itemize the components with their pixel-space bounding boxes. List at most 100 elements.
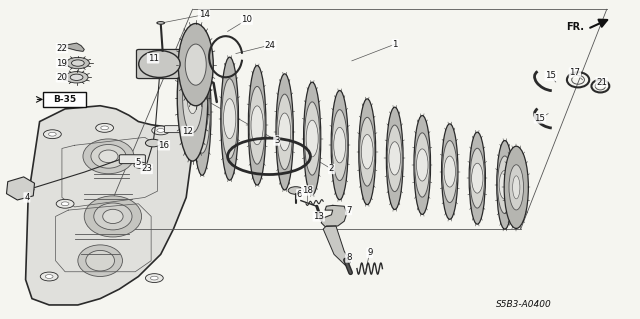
Circle shape	[145, 274, 163, 283]
Circle shape	[70, 74, 83, 80]
Ellipse shape	[276, 74, 293, 190]
Circle shape	[152, 126, 170, 135]
Ellipse shape	[470, 148, 484, 208]
Text: 21: 21	[596, 78, 607, 86]
Circle shape	[65, 71, 88, 83]
Ellipse shape	[331, 91, 348, 200]
Ellipse shape	[223, 99, 236, 139]
Ellipse shape	[188, 82, 198, 114]
FancyBboxPatch shape	[119, 155, 145, 164]
Text: 12: 12	[182, 127, 193, 136]
Text: 15: 15	[545, 71, 556, 80]
Circle shape	[72, 60, 84, 66]
Circle shape	[45, 275, 53, 278]
Ellipse shape	[469, 132, 485, 224]
Ellipse shape	[86, 250, 115, 271]
Ellipse shape	[444, 156, 456, 187]
FancyBboxPatch shape	[136, 49, 182, 78]
Ellipse shape	[221, 79, 237, 159]
Ellipse shape	[277, 94, 292, 170]
Ellipse shape	[499, 170, 511, 199]
Ellipse shape	[196, 92, 209, 133]
Text: 9: 9	[367, 248, 372, 257]
Ellipse shape	[387, 107, 403, 210]
Ellipse shape	[387, 125, 403, 192]
Ellipse shape	[94, 203, 132, 230]
Text: 2: 2	[329, 165, 334, 174]
Ellipse shape	[99, 150, 118, 163]
Circle shape	[134, 162, 147, 168]
Ellipse shape	[389, 142, 401, 175]
Ellipse shape	[362, 135, 373, 169]
Text: 8: 8	[346, 253, 351, 262]
Circle shape	[157, 129, 164, 132]
Ellipse shape	[83, 139, 134, 174]
Circle shape	[44, 130, 61, 139]
Text: 3: 3	[274, 136, 280, 145]
Text: 20: 20	[56, 73, 67, 82]
Ellipse shape	[417, 149, 428, 181]
Ellipse shape	[472, 163, 483, 193]
Ellipse shape	[182, 63, 202, 133]
Ellipse shape	[415, 133, 429, 197]
Polygon shape	[321, 205, 347, 226]
Text: 22: 22	[56, 44, 67, 53]
Ellipse shape	[497, 141, 513, 229]
Ellipse shape	[305, 102, 320, 175]
Ellipse shape	[185, 44, 206, 85]
Text: 10: 10	[241, 15, 252, 24]
Ellipse shape	[497, 156, 512, 214]
Circle shape	[100, 126, 108, 130]
Text: 11: 11	[148, 54, 159, 63]
Text: 18: 18	[301, 186, 313, 195]
Circle shape	[56, 199, 74, 208]
Ellipse shape	[249, 86, 265, 164]
Ellipse shape	[248, 65, 266, 185]
Circle shape	[49, 132, 56, 136]
Circle shape	[40, 272, 58, 281]
FancyBboxPatch shape	[44, 92, 86, 107]
Ellipse shape	[193, 49, 211, 175]
Ellipse shape	[194, 71, 210, 153]
Polygon shape	[323, 226, 351, 265]
Text: 7: 7	[346, 206, 351, 215]
Circle shape	[67, 57, 90, 69]
Ellipse shape	[303, 82, 321, 195]
Polygon shape	[64, 43, 84, 51]
Polygon shape	[26, 106, 191, 305]
Ellipse shape	[102, 209, 123, 224]
Text: 15: 15	[534, 114, 545, 123]
Ellipse shape	[78, 245, 122, 277]
Text: 4: 4	[24, 193, 29, 202]
FancyBboxPatch shape	[164, 126, 183, 133]
Text: S5B3-A0400: S5B3-A0400	[496, 300, 552, 309]
Text: 19: 19	[56, 59, 67, 68]
Ellipse shape	[442, 124, 458, 219]
Circle shape	[61, 202, 69, 206]
Text: 24: 24	[265, 41, 276, 49]
Ellipse shape	[251, 106, 263, 145]
Ellipse shape	[306, 120, 318, 157]
Ellipse shape	[178, 24, 213, 106]
Ellipse shape	[360, 117, 375, 186]
Ellipse shape	[221, 57, 239, 180]
Ellipse shape	[442, 141, 457, 203]
Text: 1: 1	[392, 40, 398, 48]
Ellipse shape	[332, 110, 348, 181]
Ellipse shape	[513, 176, 520, 199]
Text: 16: 16	[158, 141, 170, 150]
Ellipse shape	[177, 34, 208, 161]
Ellipse shape	[414, 115, 431, 214]
Ellipse shape	[509, 165, 524, 210]
Ellipse shape	[359, 99, 376, 204]
Ellipse shape	[91, 145, 126, 168]
Text: 5: 5	[136, 158, 141, 167]
Text: FR.: FR.	[566, 22, 584, 32]
Text: 17: 17	[570, 68, 580, 77]
Text: 23: 23	[141, 165, 152, 174]
Ellipse shape	[333, 127, 346, 163]
Text: 13: 13	[313, 212, 324, 221]
Text: B-35: B-35	[53, 95, 76, 104]
Ellipse shape	[278, 113, 291, 151]
Circle shape	[145, 139, 161, 147]
